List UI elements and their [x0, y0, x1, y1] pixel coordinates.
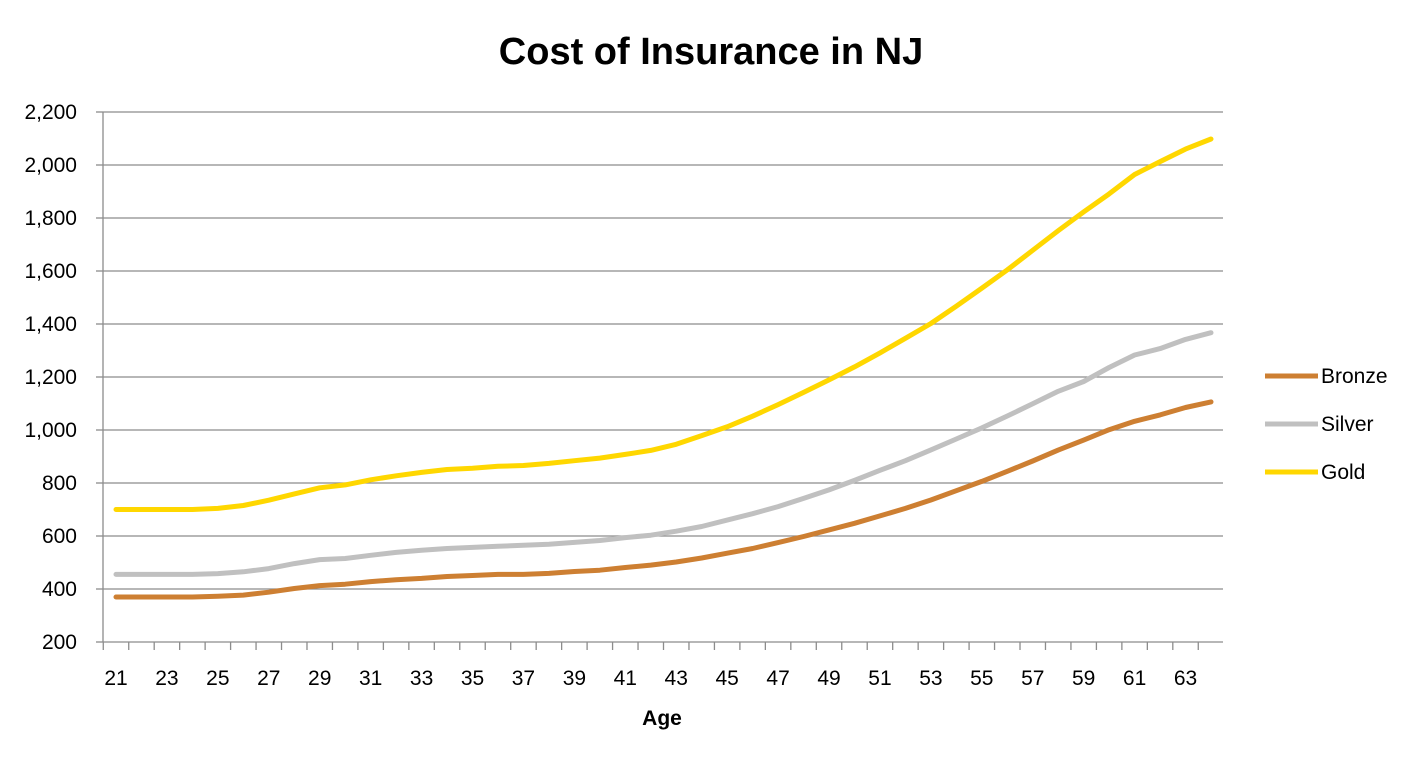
series-line-gold — [113, 136, 1214, 512]
y-tick-label: 1,000 — [24, 419, 77, 442]
x-tick-label: 35 — [461, 667, 484, 690]
y-axis-ticks: 200 400 600 800 1,000 1,200 1,400 1,600 1,800 2,0… — [24, 101, 103, 654]
x-tick-label: 59 — [1072, 667, 1095, 690]
legend-item-silver: Silver — [1265, 413, 1374, 436]
x-tick-label: 39 — [563, 667, 586, 690]
x-tick-label: 27 — [257, 667, 280, 690]
y-tick-label: 2,200 — [24, 101, 77, 124]
y-tick-label: 1,800 — [24, 207, 77, 230]
y-tick-label: 400 — [42, 578, 77, 601]
x-tick-label: 51 — [868, 667, 891, 690]
x-tick-label: 33 — [410, 667, 433, 690]
x-tick-label: 43 — [665, 667, 688, 690]
legend-label: Bronze — [1321, 365, 1388, 388]
x-tick-label: 25 — [206, 667, 229, 690]
legend: Bronze Silver Gold — [1265, 365, 1388, 484]
x-tick-label: 61 — [1123, 667, 1146, 690]
y-tick-label: 2,000 — [24, 154, 77, 177]
chart-title: Cost of Insurance in NJ — [499, 31, 923, 73]
x-tick-label: 49 — [817, 667, 840, 690]
legend-label: Silver — [1321, 413, 1374, 436]
y-tick-label: 1,400 — [24, 313, 77, 336]
legend-item-bronze: Bronze — [1265, 365, 1388, 388]
y-tick-label: 800 — [42, 472, 77, 495]
gridlines — [103, 111, 1223, 590]
y-tick-label: 1,200 — [24, 366, 77, 389]
series-line-silver — [113, 330, 1214, 577]
y-tick-label: 600 — [42, 525, 77, 548]
x-tick-label: 23 — [155, 667, 178, 690]
x-tick-label: 47 — [766, 667, 789, 690]
legend-label: Gold — [1321, 461, 1365, 484]
x-tick-label: 29 — [308, 667, 331, 690]
legend-item-gold: Gold — [1265, 461, 1365, 484]
x-tick-label: 57 — [1021, 667, 1044, 690]
x-tick-label: 45 — [715, 667, 738, 690]
series-lines — [113, 136, 1214, 600]
x-axis-label: Age — [642, 707, 682, 730]
y-tick-label: 200 — [42, 631, 77, 654]
x-tick-label: 53 — [919, 667, 942, 690]
x-tick-label: 21 — [104, 667, 127, 690]
x-tick-label: 55 — [970, 667, 993, 690]
x-tick-label: 31 — [359, 667, 382, 690]
y-tick-label: 1,600 — [24, 260, 77, 283]
x-tick-label: 63 — [1174, 667, 1197, 690]
x-axis-ticks: 21 23 25 27 29 31 33 35 37 39 41 43 45 47 49 51 53 55 57 59… — [102, 642, 1199, 690]
x-tick-label: 41 — [614, 667, 637, 690]
x-tick-label: 37 — [512, 667, 535, 690]
series-line-bronze — [113, 399, 1214, 600]
